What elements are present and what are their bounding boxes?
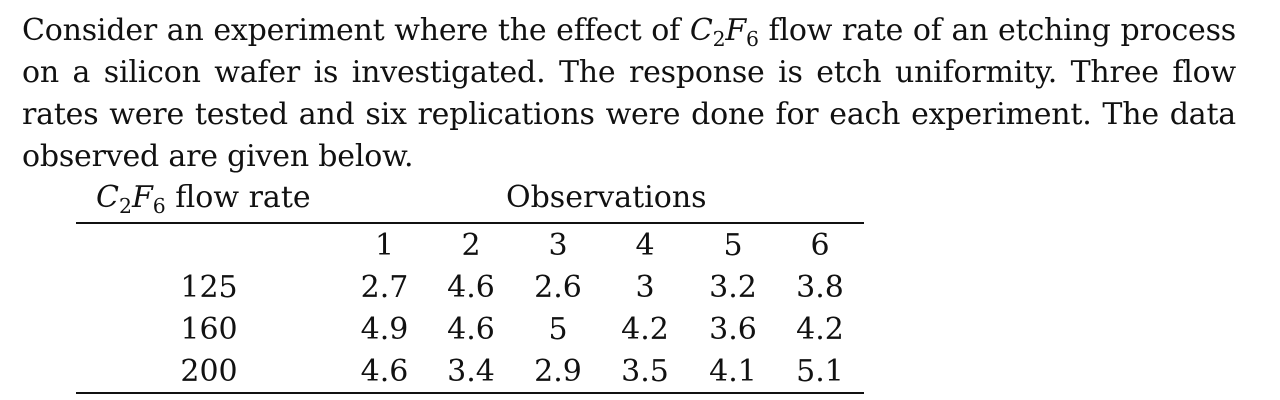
problem-paragraph: Consider an experiment where the effect … — [22, 10, 1236, 178]
observation-cell: 5 — [548, 311, 568, 347]
observation-cell: 5.1 — [796, 353, 844, 389]
flow-rate-cell: 125 — [180, 269, 238, 305]
observation-cell: 3.6 — [709, 311, 757, 347]
table-row: 160 4.9 4.6 5 4.2 3.6 4.2 — [76, 308, 863, 350]
flow-rate-cell: 160 — [180, 311, 238, 347]
observation-cell: 4.9 — [360, 311, 409, 347]
observation-cell: 4.2 — [796, 311, 844, 347]
table-top-rule — [76, 222, 864, 224]
column-header: 2 — [461, 227, 481, 263]
chem-symbol-f: F — [725, 13, 746, 48]
empty-corner-cell — [76, 224, 342, 266]
header-flow-rate-text: flow rate — [165, 180, 311, 215]
column-header: 6 — [810, 227, 830, 263]
column-header: 5 — [723, 227, 743, 263]
chem-symbol-c: C — [689, 13, 713, 48]
paragraph-line-1: Consider an experiment where the effect … — [22, 10, 1236, 52]
header-chem-subscript-f: 6 — [152, 194, 166, 219]
observations-header: Observations — [506, 180, 707, 215]
observation-cell: 4.6 — [447, 269, 495, 305]
observation-cell: 3.2 — [709, 269, 757, 305]
flow-rate-cell: 200 — [180, 353, 238, 389]
observation-cell: 4.6 — [447, 311, 495, 347]
table-row: 125 2.7 4.6 2.6 3 3.2 3.8 — [76, 266, 863, 308]
observation-cell: 3.5 — [621, 353, 669, 389]
table-bottom-rule — [76, 392, 864, 394]
observation-cell: 4.2 — [621, 311, 669, 347]
paragraph-line-3: rates were tested and six replications w… — [22, 97, 1236, 132]
table-header-row: C2F6 flow rate Observations — [76, 178, 864, 220]
chem-subscript-c: 2 — [712, 27, 726, 52]
column-header: 1 — [374, 227, 395, 263]
observation-cell: 3.4 — [447, 353, 495, 389]
data-table-header: C2F6 flow rate Observations — [76, 178, 864, 220]
observation-cell: 2.9 — [534, 353, 582, 389]
observation-cell: 2.6 — [534, 269, 582, 305]
observation-cell: 4.1 — [709, 353, 757, 389]
header-chem-subscript-c: 2 — [118, 194, 132, 219]
paragraph-line-2: on a silicon wafer is investigated. The … — [22, 55, 1236, 90]
paragraph-line-1-start: Consider an experiment where the effect … — [22, 13, 690, 48]
observation-cell: 3.8 — [796, 269, 844, 305]
observation-cell: 2.7 — [360, 269, 409, 305]
flow-rate-header: C2F6 flow rate — [96, 180, 311, 219]
observations-table: 1 2 3 4 5 6 125 2.7 4.6 2.6 3 3.2 3.8 16… — [76, 224, 863, 392]
chem-subscript-f: 6 — [746, 27, 759, 52]
paragraph-line-4: observed are given below. — [22, 139, 414, 174]
paragraph-line-1-end: flow rate of an etching process — [758, 13, 1237, 48]
table-row: 200 4.6 3.4 2.9 3.5 4.1 5.1 — [76, 350, 863, 392]
column-number-row: 1 2 3 4 5 6 — [76, 224, 863, 266]
observation-cell: 3 — [635, 269, 655, 305]
header-chem-symbol-c: C — [96, 180, 119, 215]
column-header: 3 — [548, 227, 568, 263]
observation-cell: 4.6 — [360, 353, 409, 389]
header-chem-symbol-f: F — [131, 180, 153, 215]
chem-formula: C2F6 — [689, 13, 759, 52]
column-header: 4 — [635, 227, 655, 263]
